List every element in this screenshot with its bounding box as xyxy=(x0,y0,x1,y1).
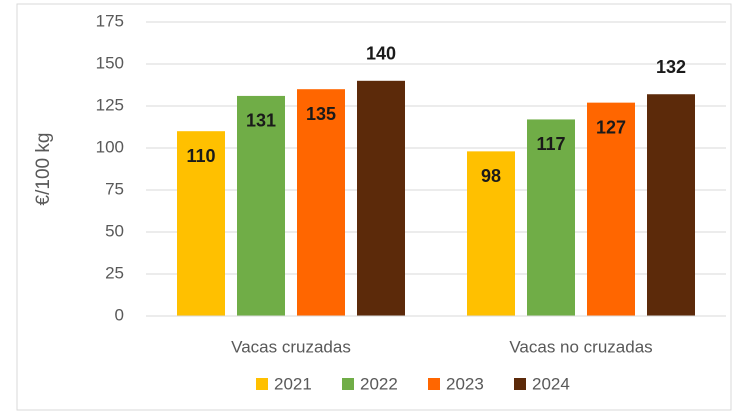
data-label: 131 xyxy=(246,111,276,131)
legend-swatch xyxy=(428,378,440,390)
y-tick-label: 150 xyxy=(96,53,124,72)
data-label: 127 xyxy=(596,117,626,137)
data-label: 117 xyxy=(536,134,565,154)
legend-label: 2021 xyxy=(274,374,312,393)
y-tick-label: 75 xyxy=(105,179,124,198)
bar xyxy=(527,119,575,316)
y-tick-label: 175 xyxy=(96,11,124,30)
data-label: 110 xyxy=(186,146,215,166)
y-tick-label: 0 xyxy=(115,305,124,324)
bar xyxy=(467,151,515,316)
legend-label: 2023 xyxy=(446,374,484,393)
data-label: 140 xyxy=(366,44,396,64)
y-tick-label: 25 xyxy=(105,263,124,282)
bar xyxy=(297,89,345,316)
y-tick-label: 100 xyxy=(96,137,124,156)
x-tick-label: Vacas cruzadas xyxy=(231,337,351,356)
bar xyxy=(237,95,285,316)
bar xyxy=(177,131,225,316)
y-tick-label: 50 xyxy=(105,221,124,240)
legend-label: 2022 xyxy=(360,374,398,393)
data-label: 132 xyxy=(656,57,686,77)
data-label: 135 xyxy=(306,104,336,124)
chart-border xyxy=(16,3,732,411)
legend-label: 2024 xyxy=(532,374,570,393)
bar xyxy=(647,94,695,317)
bar xyxy=(587,102,635,316)
legend-swatch xyxy=(256,378,268,390)
bar xyxy=(357,80,405,316)
y-axis-label: €/100 kg xyxy=(33,133,54,206)
x-tick-label: Vacas no cruzadas xyxy=(509,337,652,356)
legend-swatch xyxy=(342,378,354,390)
y-tick-label: 125 xyxy=(96,95,124,114)
data-label: 98 xyxy=(481,166,501,186)
legend-swatch xyxy=(514,378,526,390)
